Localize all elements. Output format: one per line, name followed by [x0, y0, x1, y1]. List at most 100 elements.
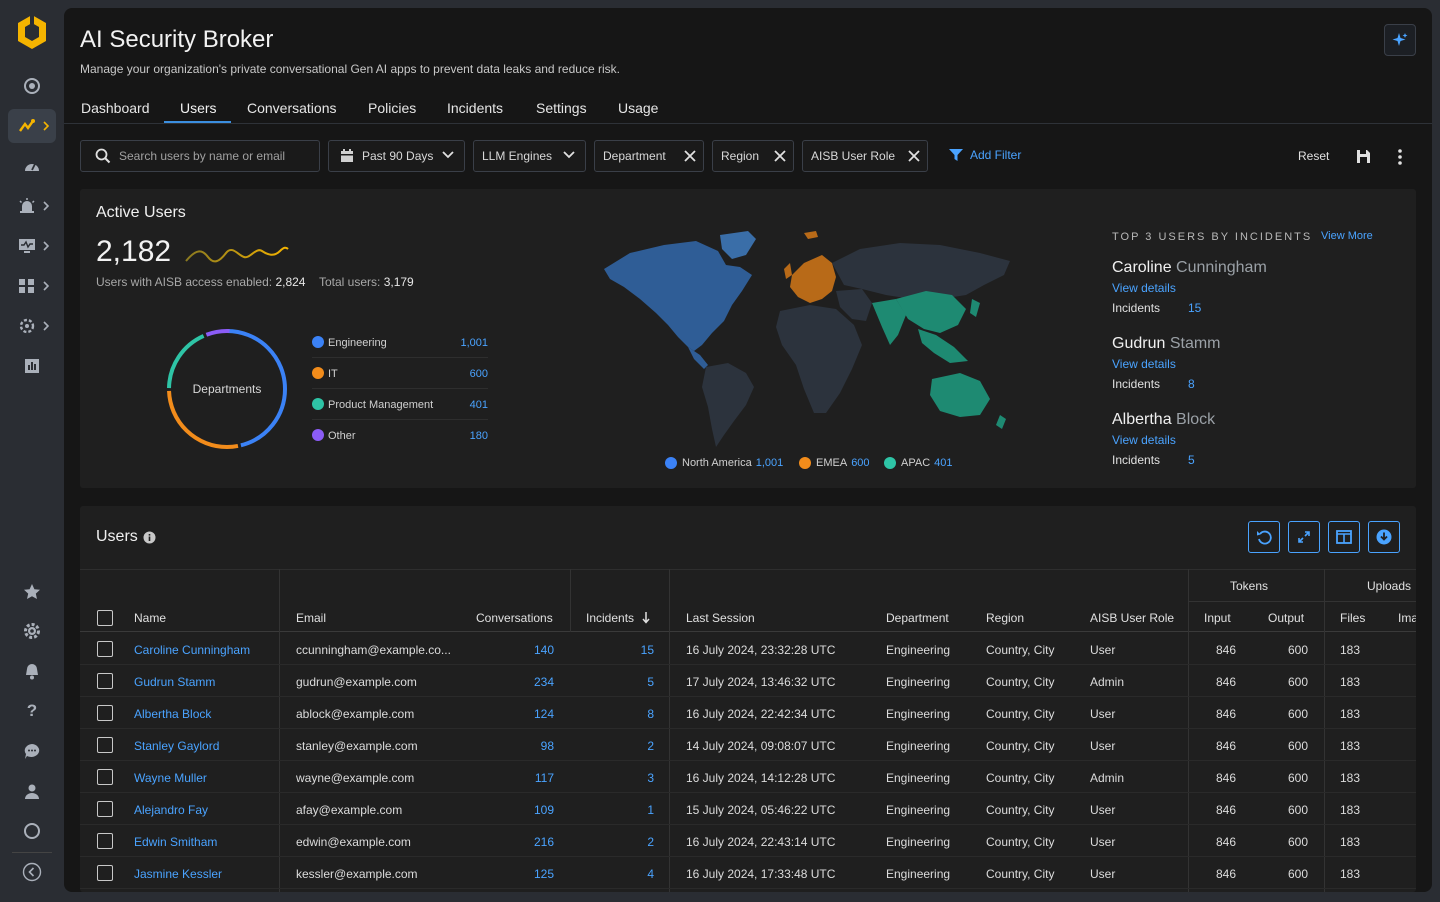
col-incidents[interactable]: Incidents: [586, 611, 635, 625]
cell-conversations[interactable]: 140: [533, 643, 554, 657]
cell-conversations[interactable]: 234: [533, 675, 554, 689]
view-details-link[interactable]: View details: [1112, 357, 1176, 371]
row-checkbox[interactable]: [97, 673, 113, 689]
info-icon[interactable]: [143, 531, 156, 544]
col-aisb-role[interactable]: AISB User Role: [1090, 611, 1175, 625]
nav-dashboard-gauge-icon[interactable]: [8, 149, 56, 183]
col-input[interactable]: Input: [1204, 611, 1231, 625]
nav-reports-icon[interactable]: [8, 349, 56, 383]
llm-engines-select[interactable]: LLM Engines: [473, 140, 586, 172]
download-button[interactable]: [1368, 521, 1400, 553]
cell-name[interactable]: Caroline Cunningham: [134, 643, 251, 657]
cell-incidents[interactable]: 5: [647, 675, 654, 689]
close-icon[interactable]: [773, 149, 787, 163]
region-filter[interactable]: Region: [712, 140, 794, 172]
nav-collapse-icon[interactable]: [8, 855, 56, 889]
nav-chat-icon[interactable]: [8, 734, 56, 768]
cell-name[interactable]: Edwin Smitham: [134, 835, 218, 849]
cell-incidents[interactable]: 15: [640, 643, 654, 657]
row-checkbox[interactable]: [97, 769, 113, 785]
view-details-link[interactable]: View details: [1112, 281, 1176, 295]
nav-help-icon[interactable]: ?: [26, 701, 38, 720]
nav-home-icon[interactable]: [8, 69, 56, 103]
incidents-value[interactable]: 8: [1188, 377, 1195, 391]
close-icon[interactable]: [907, 149, 921, 163]
select-all-checkbox[interactable]: [97, 610, 113, 626]
cell-incidents[interactable]: 1: [647, 803, 654, 817]
col-conversations[interactable]: Conversations: [476, 611, 553, 625]
ai-assistant-button[interactable]: [1384, 24, 1416, 56]
cell-name[interactable]: Jasmine Kessler: [134, 867, 223, 881]
nav-alerts-icon[interactable]: [8, 189, 56, 223]
cell-name[interactable]: Albertha Block: [134, 707, 212, 721]
col-output[interactable]: Output: [1268, 611, 1305, 625]
app-logo[interactable]: [16, 14, 48, 50]
cell-incidents[interactable]: 2: [647, 739, 654, 753]
undo-button[interactable]: [1248, 521, 1280, 553]
table-row[interactable]: Gudrun Stamm gudrun@example.com 234 5 17 Jul…: [80, 665, 1416, 697]
search-input[interactable]: Search users by name or email: [80, 140, 320, 172]
tab-conversations[interactable]: Conversations: [247, 100, 337, 116]
col-email[interactable]: Email: [296, 611, 327, 625]
date-range-select[interactable]: Past 90 Days: [328, 140, 465, 172]
nav-settings-cog-icon[interactable]: [8, 309, 56, 343]
col-region[interactable]: Region: [986, 611, 1025, 625]
row-checkbox[interactable]: [97, 641, 113, 657]
view-details-link[interactable]: View details: [1112, 433, 1176, 447]
table-row[interactable]: Stanley Gaylord stanley@example.com 98 2 14 …: [80, 729, 1416, 761]
sort-descending-icon[interactable]: [642, 612, 650, 624]
col-files[interactable]: Files: [1340, 611, 1366, 625]
row-checkbox[interactable]: [97, 801, 113, 817]
table-row[interactable]: Albertha Block ablock@example.com 124 8 16 J…: [80, 697, 1416, 729]
tab-settings[interactable]: Settings: [536, 100, 587, 116]
incidents-value[interactable]: 15: [1188, 301, 1202, 315]
nav-ai-security-icon[interactable]: [8, 109, 56, 143]
tab-policies[interactable]: Policies: [368, 100, 417, 116]
tab-usage[interactable]: Usage: [618, 100, 659, 116]
save-icon[interactable]: [1356, 149, 1371, 164]
tab-users[interactable]: Users: [180, 100, 217, 116]
cell-conversations[interactable]: 124: [533, 707, 554, 721]
nav-apps-icon[interactable]: [8, 269, 56, 303]
cell-conversations[interactable]: 117: [534, 771, 554, 785]
table-row[interactable]: Wayne Muller wayne@example.com 117 3 16 July…: [80, 761, 1416, 793]
cell-name[interactable]: Wayne Muller: [134, 771, 207, 785]
more-options-icon[interactable]: [1396, 148, 1404, 166]
table-row[interactable]: Jasmine Kessler kessler@example.com 125 4 16…: [80, 857, 1416, 889]
row-checkbox[interactable]: [97, 833, 113, 849]
nav-monitor-icon[interactable]: [8, 229, 56, 263]
cell-incidents[interactable]: 2: [647, 835, 654, 849]
expand-button[interactable]: [1288, 521, 1320, 553]
table-row[interactable]: Caroline Cunningham ccunningham@example.c…: [80, 633, 1416, 665]
cell-conversations[interactable]: 98: [540, 739, 554, 753]
row-checkbox[interactable]: [97, 705, 113, 721]
col-department[interactable]: Department: [886, 611, 949, 625]
view-more-link[interactable]: View More: [1321, 230, 1373, 242]
table-row[interactable]: Edwin Smitham edwin@example.com 216 2 16 Jul…: [80, 825, 1416, 857]
cell-name[interactable]: Gudrun Stamm: [134, 675, 216, 689]
cell-incidents[interactable]: 4: [647, 867, 654, 881]
incidents-value[interactable]: 5: [1188, 453, 1195, 467]
add-filter-button[interactable]: Add Filter: [948, 148, 1021, 162]
nav-user-icon[interactable]: [8, 774, 56, 808]
row-checkbox[interactable]: [97, 737, 113, 753]
tab-dashboard[interactable]: Dashboard: [81, 100, 150, 116]
cell-conversations[interactable]: 125: [533, 867, 554, 881]
nav-favorites-star-icon[interactable]: [8, 574, 56, 608]
cell-name[interactable]: Stanley Gaylord: [134, 739, 220, 753]
reset-button[interactable]: Reset: [1298, 149, 1330, 163]
cell-name[interactable]: Alejandro Fay: [134, 803, 209, 817]
table-row[interactable]: Alejandro Fay afay@example.com 109 1 15 July…: [80, 793, 1416, 825]
col-name[interactable]: Name: [134, 611, 167, 625]
cell-incidents[interactable]: 8: [647, 707, 654, 721]
nav-status-circle-icon[interactable]: [8, 814, 56, 848]
cell-incidents[interactable]: 3: [647, 771, 654, 785]
cell-conversations[interactable]: 109: [533, 803, 554, 817]
row-checkbox[interactable]: [97, 865, 113, 881]
columns-button[interactable]: [1328, 521, 1360, 553]
department-filter[interactable]: Department: [594, 140, 704, 172]
close-icon[interactable]: [683, 149, 697, 163]
cell-conversations[interactable]: 216: [533, 835, 554, 849]
nav-notifications-bell-icon[interactable]: [8, 654, 56, 688]
col-last-session[interactable]: Last Session: [686, 611, 755, 625]
